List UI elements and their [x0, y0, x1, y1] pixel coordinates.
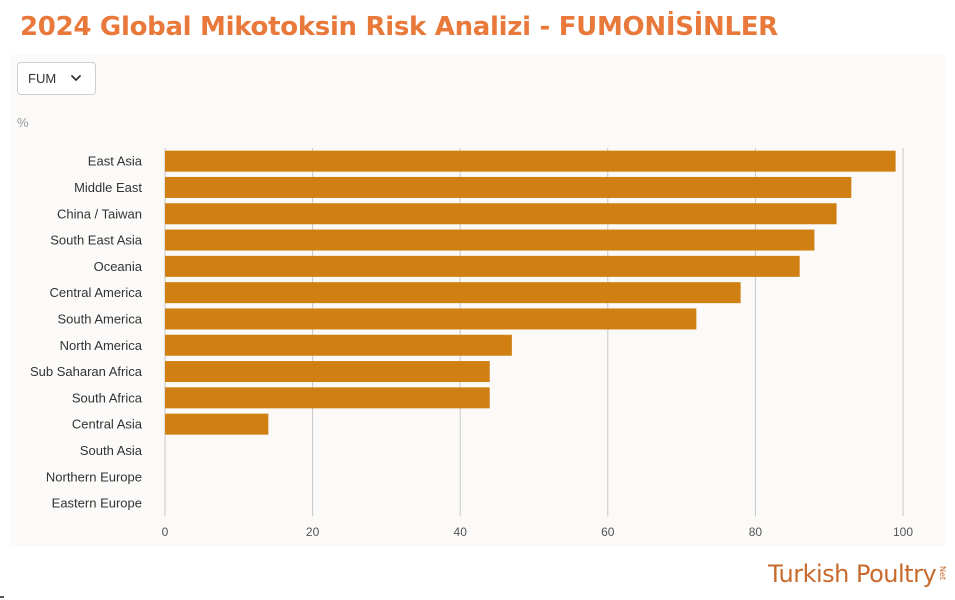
chevron-down-icon [71, 75, 81, 81]
bar-south-africa[interactable] [165, 387, 490, 409]
bar-north-america[interactable] [165, 334, 512, 356]
bar-sub-saharan-africa[interactable] [165, 361, 490, 383]
category-label: South Asia [80, 443, 143, 458]
category-label: South Africa [72, 390, 143, 405]
bar-middle-east[interactable] [165, 176, 852, 198]
x-tick-label: 20 [306, 525, 320, 539]
logo-suffix: Net [938, 566, 948, 581]
mycotoxin-select[interactable]: FUM [17, 62, 96, 95]
logo-text: Turkish Poultry [768, 560, 937, 588]
category-label: Oceania [94, 259, 143, 274]
bar-south-east-asia[interactable] [165, 229, 815, 251]
category-label: China / Taiwan [57, 206, 142, 221]
mycotoxin-select-value: FUM [28, 71, 57, 86]
x-tick-label: 60 [601, 525, 615, 539]
unit-label: % [17, 115, 29, 130]
x-tick-label: 80 [749, 525, 763, 539]
category-label: South East Asia [50, 233, 143, 248]
page-title: 2024 Global Mikotoksin Risk Analizi - FU… [20, 12, 778, 42]
bar-east-asia[interactable] [165, 150, 896, 172]
corner-mark [0, 596, 4, 598]
bar-central-america[interactable] [165, 282, 741, 304]
category-label: Northern Europe [46, 469, 142, 484]
category-label: South America [57, 311, 142, 326]
category-label: Eastern Europe [52, 496, 142, 511]
bar-oceania[interactable] [165, 255, 800, 277]
x-tick-label: 40 [454, 525, 468, 539]
x-tick-label: 100 [893, 525, 913, 539]
category-label: Central America [50, 285, 143, 300]
category-label: East Asia [88, 154, 143, 169]
x-tick-label: 0 [162, 525, 169, 539]
category-label: Central Asia [72, 417, 143, 432]
bar-china-taiwan[interactable] [165, 203, 837, 225]
bar-south-america[interactable] [165, 308, 697, 330]
category-label: Sub Saharan Africa [30, 364, 143, 379]
category-label: Middle East [74, 180, 142, 195]
turkish-poultry-logo: Turkish Poultry Net [768, 560, 947, 594]
bar-central-asia[interactable] [165, 413, 269, 435]
category-label: North America [60, 338, 143, 353]
